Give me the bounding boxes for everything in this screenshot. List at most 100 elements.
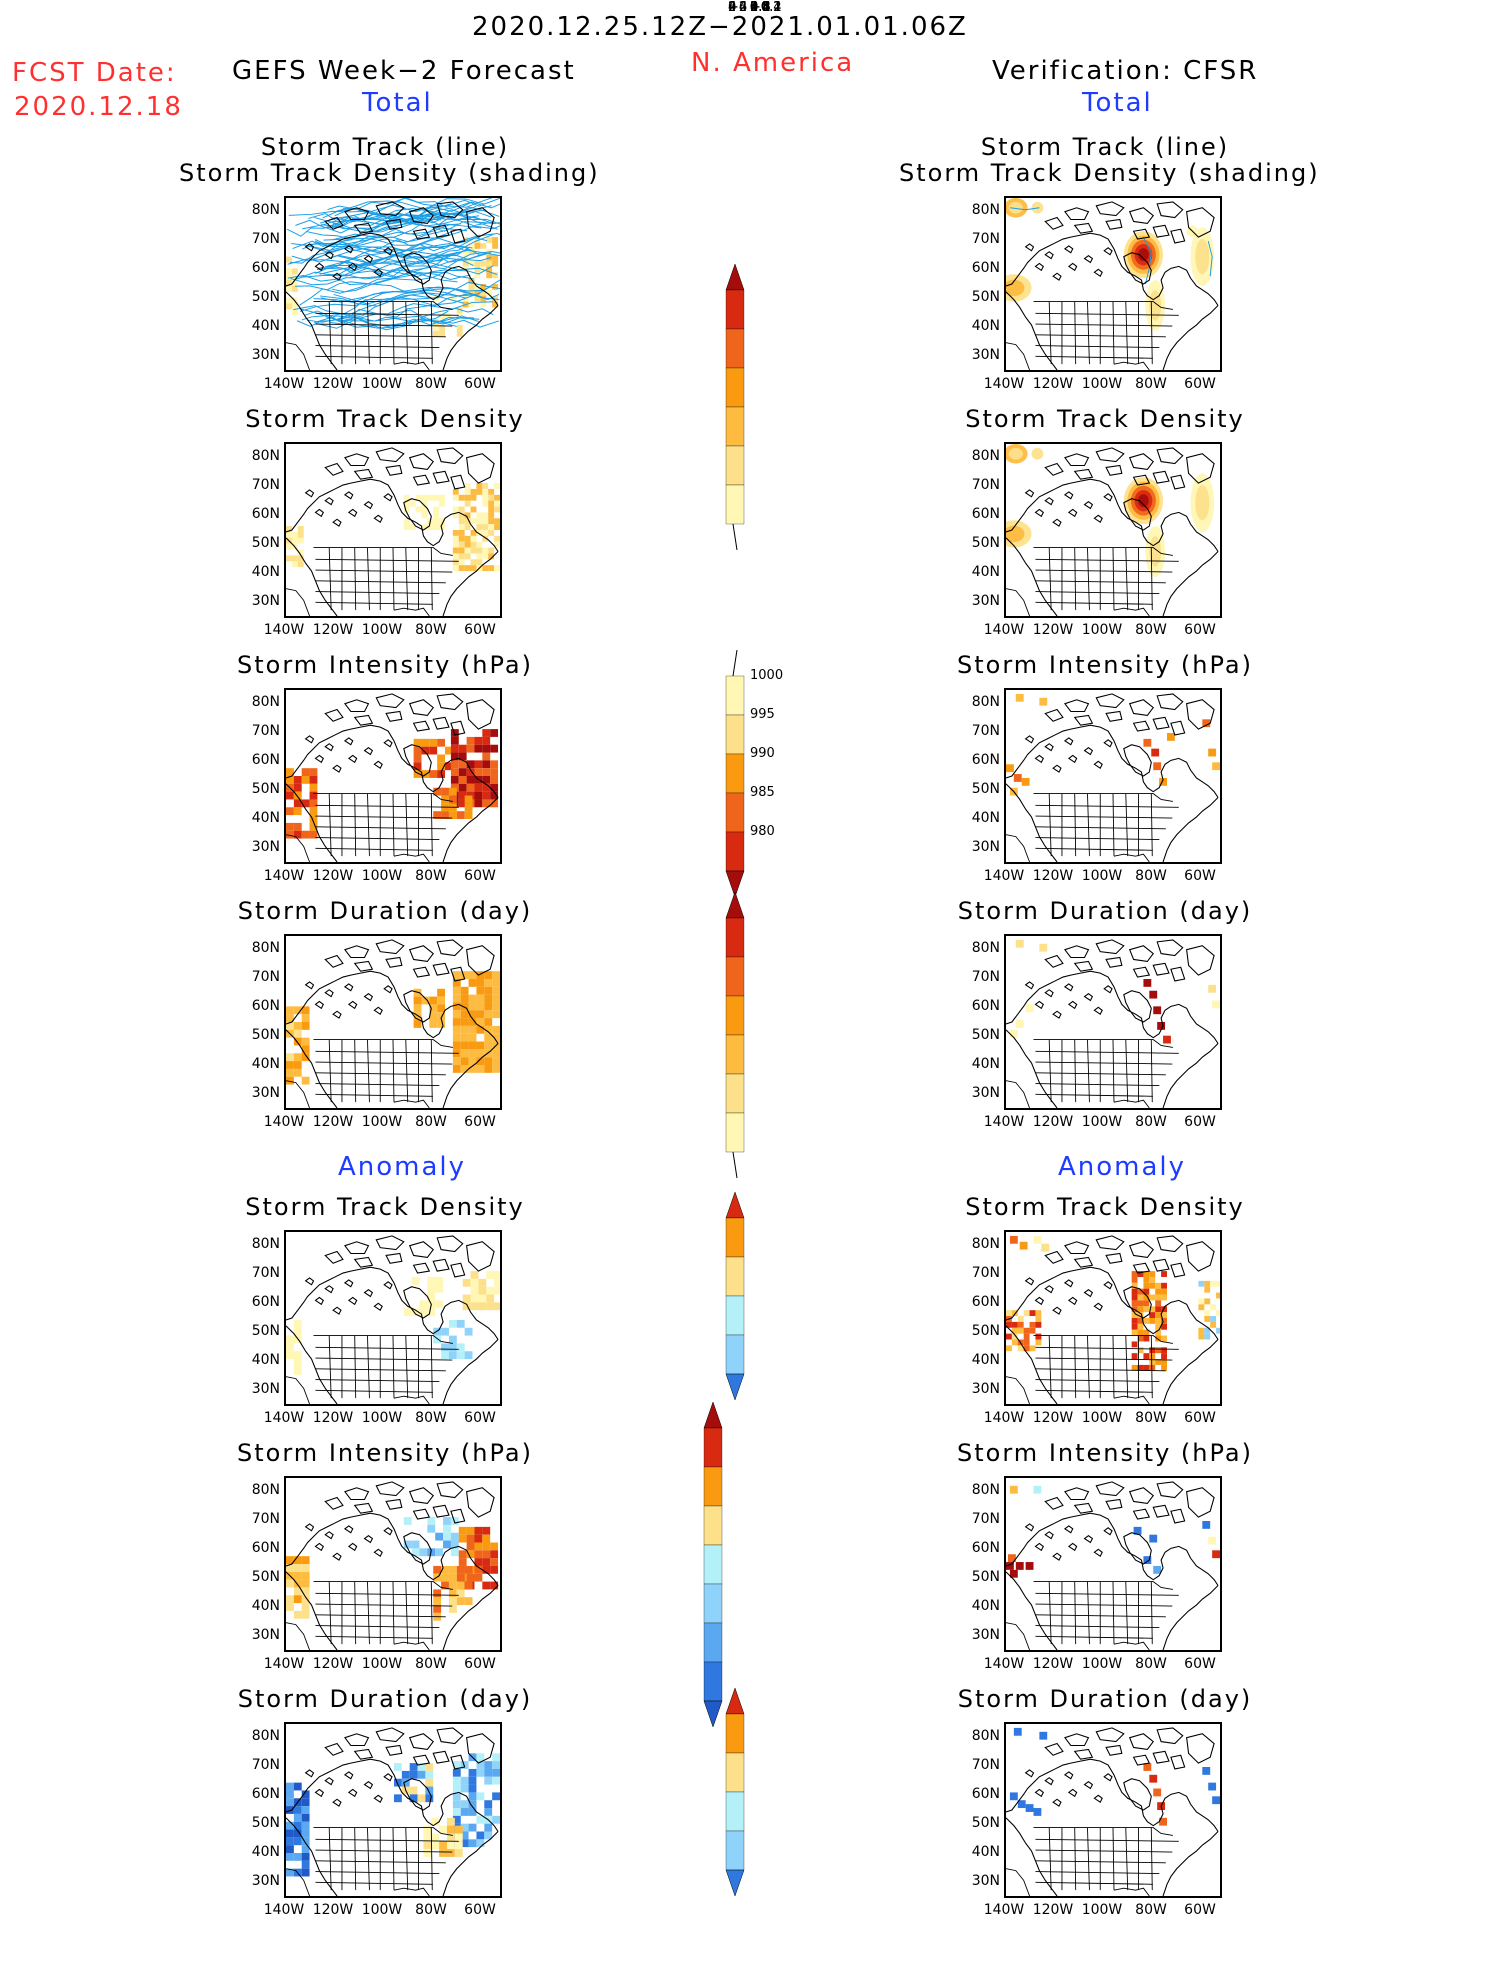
forecast-lat-label: 30N — [251, 347, 280, 363]
verification-lon-label: 60W — [1184, 622, 1216, 638]
forecast-lon-label: 120W — [312, 1656, 354, 1672]
verification-track-panel-map — [1006, 198, 1219, 370]
verification-lat-label: 70N — [971, 231, 1000, 247]
gridded-values — [452, 483, 500, 572]
forecast-lat-label: 60N — [251, 1294, 280, 1310]
verification-lat-label: 30N — [971, 1627, 1000, 1643]
colorbar-total-duration — [724, 890, 746, 1223]
forecast-lon-label: 60W — [464, 622, 496, 638]
forecast-a-intensity-panel-map — [286, 1481, 499, 1650]
colorbar-total-density-label: 0.6 — [750, 0, 771, 15]
verification-lon-label: 80W — [1135, 622, 1167, 638]
verification-lat-label: 80N — [971, 1728, 1000, 1744]
verification-lon-label: 60W — [1184, 1902, 1216, 1918]
forecast-lat-label: 40N — [251, 810, 280, 826]
forecast-lat-label: 40N — [251, 564, 280, 580]
coastline — [1006, 201, 1219, 370]
verification-lon-label: 120W — [1032, 1902, 1074, 1918]
forecast-a-density-panel — [284, 1230, 502, 1406]
verification-lon-label: 120W — [1032, 622, 1074, 638]
colorbar-total-density-label: 0.2 — [750, 0, 771, 15]
forecast-duration-title: Storm Duration (day) — [237, 897, 533, 925]
forecast-lat-label: 70N — [251, 477, 280, 493]
forecast-lon-label: 60W — [464, 1114, 496, 1130]
verification-lat-label: 50N — [971, 289, 1000, 305]
storm-track-lines — [1009, 207, 1213, 285]
forecast-lon-label: 140W — [263, 868, 305, 884]
forecast-lon-label: 120W — [312, 1902, 354, 1918]
verification-lat-label: 30N — [971, 593, 1000, 609]
forecast-lon-label: 60W — [464, 1902, 496, 1918]
verification-lat-label: 70N — [971, 1511, 1000, 1527]
political-boundaries — [286, 1827, 459, 1896]
colorbar-total-density-label: 0.1 — [750, 0, 771, 15]
forecast-intensity-panel — [284, 688, 502, 864]
forecast-lat-label: 50N — [251, 1027, 280, 1043]
colorbar-total-intensity-label: 1000 — [750, 668, 784, 683]
verification-lat-label: 50N — [971, 535, 1000, 551]
colorbar-anom-duration-label: −0.4 — [750, 0, 782, 15]
verification-a-intensity-panel — [1004, 1476, 1222, 1652]
verification-lat-label: 80N — [971, 940, 1000, 956]
coastline — [1006, 1727, 1219, 1896]
verification-lon-label: 100W — [1081, 1656, 1123, 1672]
forecast-lat-label: 60N — [251, 506, 280, 522]
forecast-lat-label: 80N — [251, 1482, 280, 1498]
coastline — [286, 447, 499, 616]
forecast-lat-label: 80N — [251, 1728, 280, 1744]
coastline — [286, 693, 499, 862]
verification-a-duration-panel — [1004, 1722, 1222, 1898]
forecast-lon-label: 120W — [312, 1114, 354, 1130]
forecast-lon-label: 80W — [415, 1902, 447, 1918]
forecast-lat-label: 70N — [251, 1757, 280, 1773]
forecast-lon-label: 140W — [263, 622, 305, 638]
gridded-values — [433, 1565, 473, 1621]
verification-duration-panel-map — [1006, 939, 1220, 1108]
verification-lon-label: 80W — [1135, 1410, 1167, 1426]
verification-lat-label: 30N — [971, 1873, 1000, 1889]
verification-a-density-panel — [1004, 1230, 1222, 1406]
colorbar-anom-duration — [724, 1686, 746, 1980]
fcst-date-value: 2020.12.18 — [14, 92, 183, 122]
verification-lon-label: 140W — [983, 1114, 1025, 1130]
forecast-column-title: GEFS Week−2 Forecast — [232, 56, 576, 86]
political-boundaries — [286, 547, 459, 616]
verification-intensity-panel — [1004, 688, 1222, 864]
colorbar-total-density — [724, 262, 746, 595]
forecast-a_intensity-title: Storm Intensity (hPa) — [237, 1439, 533, 1467]
verification-lon-label: 60W — [1184, 1410, 1216, 1426]
verification-lon-label: 140W — [983, 1656, 1025, 1672]
verification-lat-label: 50N — [971, 1027, 1000, 1043]
verification-lat-label: 40N — [971, 318, 1000, 334]
gridded-values — [462, 1271, 500, 1311]
forecast-anomaly-label: Anomaly — [338, 1152, 467, 1182]
forecast-track-line-title: Storm Track (line) — [260, 133, 510, 161]
forecast-lat-label: 50N — [251, 1569, 280, 1585]
verification-lat-label: 30N — [971, 1381, 1000, 1397]
verification-lat-label: 60N — [971, 1540, 1000, 1556]
coastline — [286, 1481, 499, 1650]
verification-lon-label: 140W — [983, 376, 1025, 392]
verification-density-panel — [1004, 442, 1222, 618]
gridded-values — [403, 494, 446, 530]
forecast-lon-label: 120W — [312, 868, 354, 884]
colorbar-total-duration-label: 2 — [750, 0, 759, 15]
verification-lat-label: 70N — [971, 1757, 1000, 1773]
date-range-title: 2020.12.25.12Z−2021.01.01.06Z — [472, 12, 968, 42]
forecast-intensity-title: Storm Intensity (hPa) — [237, 651, 533, 679]
forecast-lat-label: 30N — [251, 593, 280, 609]
gridded-values — [452, 971, 500, 1073]
colorbar-anom-density — [724, 1190, 746, 1484]
forecast-lat-label: 40N — [251, 318, 280, 334]
verification-a-duration-panel-map — [1006, 1727, 1220, 1896]
colorbar-anom-intensity-label: −6 — [728, 0, 748, 15]
forecast-duration-panel — [284, 934, 502, 1110]
region-title: N. America — [691, 48, 855, 78]
gridded-values — [286, 1782, 310, 1877]
gridded-values — [433, 1319, 473, 1360]
verification-lon-label: 140W — [983, 868, 1025, 884]
colorbar-anom-intensity-label: 6 — [728, 0, 737, 15]
forecast-density-title: Storm Track Density — [245, 405, 525, 433]
colorbar-total-duration-label: 5 — [750, 0, 759, 15]
gridded-values — [286, 1006, 310, 1085]
